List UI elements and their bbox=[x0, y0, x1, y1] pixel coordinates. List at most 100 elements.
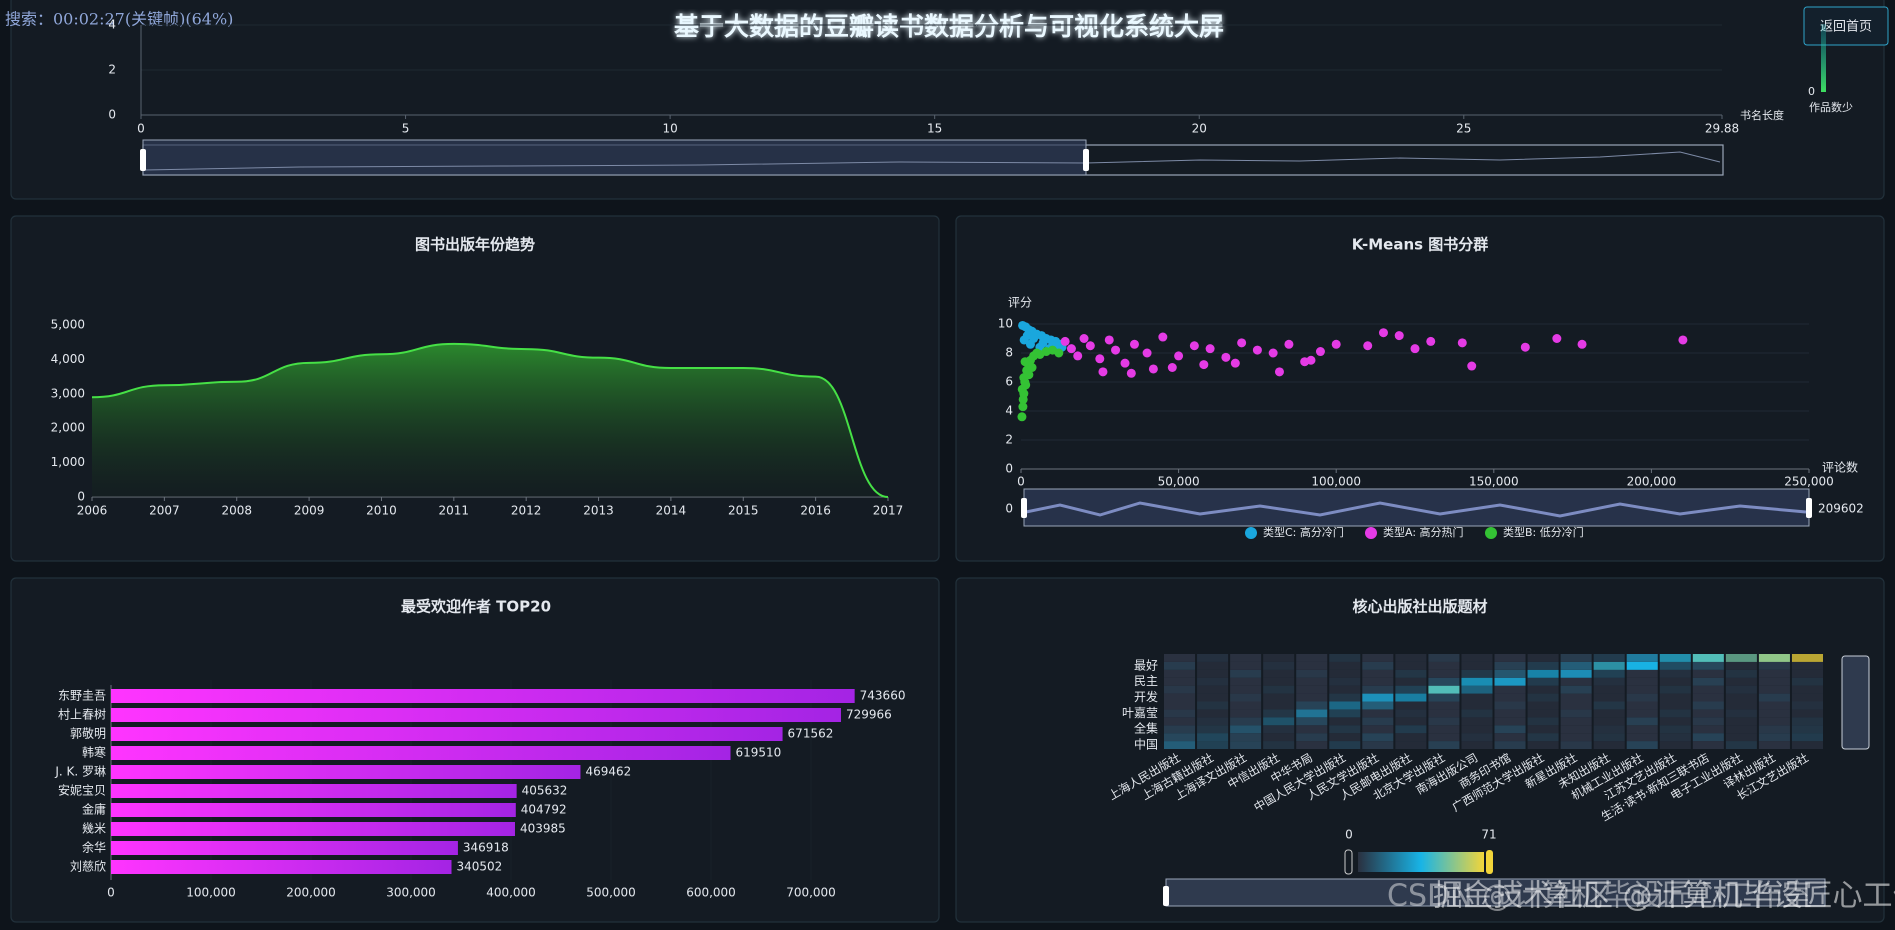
heat-cell bbox=[1494, 733, 1526, 742]
visual-map-bar bbox=[1821, 24, 1826, 92]
heat-cell bbox=[1197, 709, 1229, 718]
heat-cell bbox=[1494, 654, 1526, 662]
value-label: 340502 bbox=[457, 860, 503, 874]
point bbox=[1552, 334, 1562, 343]
heat-cell bbox=[1296, 733, 1328, 742]
heat-cell bbox=[1725, 717, 1757, 726]
point bbox=[1148, 364, 1158, 374]
heat-cell bbox=[1791, 733, 1823, 742]
x-tick-label: 0 bbox=[1017, 475, 1025, 489]
y-tick-label: 郭敬明 bbox=[70, 727, 106, 741]
heat-cell bbox=[1791, 677, 1823, 686]
heat-cell bbox=[1692, 693, 1724, 702]
visual-map-handle[interactable] bbox=[1486, 850, 1493, 874]
heat-cell bbox=[1593, 669, 1625, 678]
heat-cell bbox=[1362, 693, 1394, 702]
heat-cell bbox=[1164, 661, 1196, 670]
heat-cell bbox=[1164, 654, 1196, 662]
value-label: 729966 bbox=[846, 708, 892, 722]
heat-cell bbox=[1791, 717, 1823, 726]
home-button-label[interactable]: 返回首页 bbox=[1820, 20, 1872, 35]
x-tick-label: 2016 bbox=[800, 504, 831, 518]
heat-cell bbox=[1263, 661, 1295, 670]
heat-cell bbox=[1197, 717, 1229, 726]
heat-cell bbox=[1692, 741, 1724, 749]
heat-cell bbox=[1164, 717, 1196, 726]
point bbox=[1120, 358, 1130, 368]
heat-cell bbox=[1461, 733, 1493, 742]
heat-cell bbox=[1758, 693, 1790, 702]
heat-cell bbox=[1527, 685, 1559, 694]
heat-cell bbox=[1263, 709, 1295, 718]
y-tick-label: 4 bbox=[1005, 404, 1013, 418]
heat-cell bbox=[1362, 701, 1394, 710]
heat-cell bbox=[1362, 717, 1394, 726]
point bbox=[1268, 348, 1278, 358]
y-tick-label: 刘慈欣 bbox=[70, 859, 106, 874]
point bbox=[1054, 348, 1064, 358]
heat-cell bbox=[1329, 693, 1361, 702]
heat-cell bbox=[1395, 733, 1427, 742]
point bbox=[1189, 341, 1199, 351]
x-tick-label: 2008 bbox=[221, 504, 252, 518]
x-tick-label: 0 bbox=[107, 886, 115, 900]
point bbox=[1237, 338, 1247, 348]
y-tick-label: 6 bbox=[1005, 375, 1013, 389]
vertical-slider[interactable] bbox=[1841, 655, 1870, 750]
heat-cell bbox=[1725, 661, 1757, 670]
zoom-handle[interactable] bbox=[140, 149, 146, 171]
bar bbox=[111, 822, 515, 836]
point bbox=[1111, 345, 1121, 355]
heat-cell bbox=[1395, 693, 1427, 702]
y-tick-label: 0 bbox=[108, 108, 116, 122]
x-tick-label: 5 bbox=[402, 122, 410, 136]
zoom-handle[interactable] bbox=[1806, 498, 1812, 518]
heat-cell bbox=[1197, 725, 1229, 734]
point bbox=[1104, 335, 1114, 345]
visual-map-handle[interactable] bbox=[1344, 849, 1353, 875]
heat-cell bbox=[1593, 661, 1625, 670]
heat-cell bbox=[1230, 685, 1262, 694]
heat-cell bbox=[1395, 701, 1427, 710]
heat-cell bbox=[1593, 733, 1625, 742]
point bbox=[1017, 384, 1027, 394]
heat-cell bbox=[1626, 725, 1658, 734]
y-tick-label: 1,000 bbox=[51, 455, 85, 469]
point bbox=[1274, 367, 1284, 377]
heat-cell bbox=[1329, 701, 1361, 710]
zoom-handle[interactable] bbox=[1021, 498, 1027, 518]
visual-map-min: 0 bbox=[1345, 828, 1353, 842]
zoom-label: 0 bbox=[1005, 502, 1013, 516]
heat-cell bbox=[1329, 725, 1361, 734]
zoom-slider[interactable] bbox=[1165, 878, 1826, 907]
chart-title: 图书出版年份趋势 bbox=[415, 236, 535, 254]
heat-cell bbox=[1296, 654, 1328, 662]
heat-cell bbox=[1428, 725, 1460, 734]
zoom-window[interactable] bbox=[142, 139, 1087, 176]
zoom-handle[interactable] bbox=[1083, 149, 1089, 171]
bar bbox=[111, 689, 855, 703]
heat-cell bbox=[1296, 669, 1328, 678]
heat-cell bbox=[1527, 693, 1559, 702]
heat-cell bbox=[1494, 677, 1526, 686]
point bbox=[1199, 360, 1209, 370]
chart-title: 最受欢迎作者 TOP20 bbox=[401, 598, 551, 616]
heat-cell bbox=[1659, 701, 1691, 710]
point bbox=[1678, 335, 1688, 345]
heat-cell bbox=[1560, 693, 1592, 702]
heat-cell bbox=[1428, 654, 1460, 662]
y-tick-label: 东野圭吾 bbox=[58, 689, 106, 703]
zoom-handle[interactable] bbox=[1163, 886, 1169, 906]
heat-cell bbox=[1494, 741, 1526, 749]
heat-cell bbox=[1362, 654, 1394, 662]
point bbox=[1252, 345, 1262, 355]
x-tick-label: 2014 bbox=[656, 504, 687, 518]
heat-cell bbox=[1560, 701, 1592, 710]
point bbox=[1394, 331, 1404, 341]
x-tick-label: 2009 bbox=[294, 504, 325, 518]
heat-cell bbox=[1560, 677, 1592, 686]
y-tick-label: 3,000 bbox=[51, 386, 85, 400]
visual-map-min: 0 bbox=[1808, 85, 1815, 98]
zoom-slider[interactable] bbox=[1023, 488, 1810, 527]
